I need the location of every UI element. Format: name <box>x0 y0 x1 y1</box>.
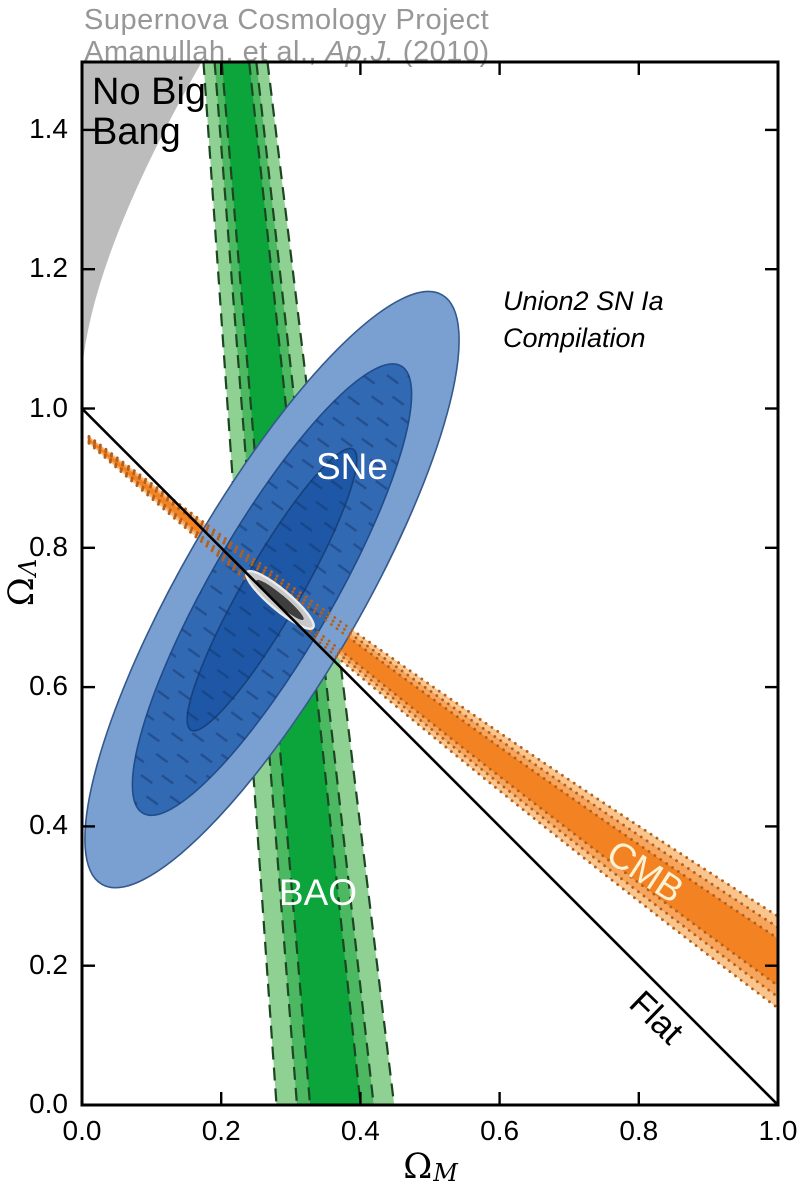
plot-border <box>80 60 780 1107</box>
cmb-dotted-edge <box>87 434 778 918</box>
combined-contour-level-1 <box>256 579 304 620</box>
bao-contour-edge <box>213 62 299 1105</box>
bao-contour-edge <box>220 62 312 1105</box>
flat-universe-line <box>82 407 778 1105</box>
cmb-dotted-edge <box>87 440 778 999</box>
bao-contour-edge <box>202 62 278 1105</box>
bao-contour-edge <box>248 62 362 1105</box>
cmb-dotted-edge <box>87 441 778 1010</box>
credit-line1: Supernova Cosmology Project <box>84 4 490 36</box>
bao-contour-edge <box>255 62 375 1105</box>
cmb-dotted-edge <box>87 437 778 940</box>
no-big-bang-region <box>82 62 202 371</box>
cmb-dotted-edge <box>87 439 778 988</box>
plot-contents <box>82 62 778 1105</box>
axes-frame <box>80 60 780 1107</box>
cmb-dotted-edge <box>87 436 778 929</box>
figure-credit: Supernova Cosmology Project Amanullah, e… <box>84 4 490 68</box>
